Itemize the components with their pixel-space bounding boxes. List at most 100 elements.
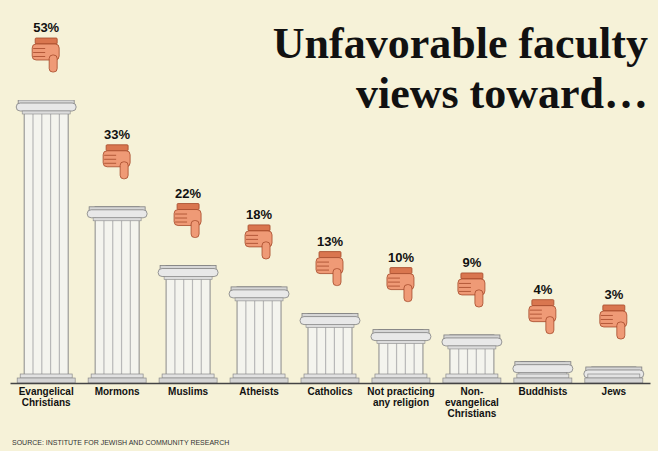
flute xyxy=(245,299,246,374)
capital xyxy=(584,370,644,378)
flute xyxy=(192,278,193,374)
background xyxy=(0,0,658,451)
capital xyxy=(87,210,147,218)
tick-label: Mormons xyxy=(95,386,140,397)
x-axis: EvangelicalChristians Mormons Muslims Athei… xyxy=(11,383,651,419)
flute xyxy=(32,112,33,374)
capital xyxy=(16,103,76,111)
tick: Buddhists xyxy=(518,383,567,397)
tick: Catholics xyxy=(307,383,352,397)
text-line: Unfavorable faculty xyxy=(273,19,648,68)
tick-label: Catholics xyxy=(307,386,352,397)
icon-finger xyxy=(388,278,400,279)
flute xyxy=(485,347,486,374)
icon-finger xyxy=(175,214,187,215)
flute xyxy=(263,299,264,374)
icon-finger xyxy=(33,48,45,49)
tick-label: Atheists xyxy=(239,386,279,397)
icon-finger xyxy=(246,243,258,244)
column-base xyxy=(162,374,214,378)
icon-finger xyxy=(459,287,471,288)
tick-label: EvangelicalChristians xyxy=(19,386,74,408)
data-label: 33% xyxy=(104,127,130,142)
thumbs-down-icon xyxy=(458,273,485,307)
tick-label: Buddhists xyxy=(518,386,567,397)
icon-finger xyxy=(601,319,613,320)
icon-finger xyxy=(317,266,329,267)
icon-finger xyxy=(388,282,400,283)
flute xyxy=(467,347,468,374)
icon-finger xyxy=(175,218,187,219)
flute xyxy=(414,342,415,374)
flute xyxy=(325,326,326,374)
icon-finger xyxy=(601,323,613,324)
capital xyxy=(442,338,502,346)
icon-finger xyxy=(317,262,329,263)
text-line: Mormons xyxy=(95,386,140,397)
column xyxy=(513,362,573,383)
column-base xyxy=(20,374,72,378)
flute xyxy=(50,112,51,374)
icon-thumb xyxy=(191,221,199,238)
icon-thumb xyxy=(475,290,483,307)
icon-finger xyxy=(601,315,613,316)
flute xyxy=(121,219,122,374)
icon-finger xyxy=(246,235,258,236)
flute xyxy=(183,278,184,374)
tick-label: Non-evangelicalChristians xyxy=(445,386,499,419)
flute xyxy=(343,326,344,374)
column-base xyxy=(588,374,640,378)
column-base xyxy=(514,378,572,383)
bar xyxy=(166,266,210,383)
icon-thumb xyxy=(546,317,554,334)
data-label: 22% xyxy=(175,186,201,201)
text-line: Evangelical xyxy=(19,386,74,397)
icon-cuff xyxy=(248,225,270,231)
column-base xyxy=(375,374,427,378)
flute xyxy=(130,219,131,374)
flute xyxy=(254,299,255,374)
column-base xyxy=(159,378,217,383)
text-line: any religion xyxy=(373,397,429,408)
flute xyxy=(174,278,175,374)
flute xyxy=(405,342,406,374)
capital xyxy=(229,290,289,298)
tick: Not practicingany religion xyxy=(367,383,434,408)
thumbs-down-icon xyxy=(529,300,556,334)
bar xyxy=(237,287,281,383)
text-line: Non- xyxy=(461,386,484,397)
capital xyxy=(306,325,354,328)
icon-cuff xyxy=(319,252,341,258)
thumbs-down-icon xyxy=(600,305,627,339)
icon-finger xyxy=(104,159,116,160)
icon-cuff xyxy=(532,300,554,306)
text-line: Catholics xyxy=(307,386,352,397)
data-label: 3% xyxy=(604,287,623,302)
flute xyxy=(41,112,42,374)
flute xyxy=(396,342,397,374)
column-base xyxy=(301,378,359,383)
title: Unfavorable facultyviews toward… xyxy=(273,19,648,118)
icon-finger xyxy=(530,318,542,319)
tick: Non-evangelicalChristians xyxy=(445,383,499,419)
icon-finger xyxy=(33,56,45,57)
tick-label: Muslims xyxy=(168,386,208,397)
flute xyxy=(387,342,388,374)
capital xyxy=(513,365,573,373)
capital xyxy=(235,298,283,301)
data-label: 4% xyxy=(533,282,552,297)
column xyxy=(584,367,644,383)
flute xyxy=(476,347,477,374)
text-line: Not practicing xyxy=(367,386,434,397)
column-base xyxy=(443,378,501,383)
column-base xyxy=(233,374,285,378)
text-line: Christians xyxy=(22,397,71,408)
column-base xyxy=(304,374,356,378)
text-line: Jews xyxy=(602,386,627,397)
text-line: views toward… xyxy=(356,69,648,118)
thumbs-down-icon xyxy=(32,38,59,72)
flute xyxy=(334,326,335,374)
data-label: 13% xyxy=(317,234,343,249)
plot-area xyxy=(16,100,644,383)
icon-finger xyxy=(104,155,116,156)
